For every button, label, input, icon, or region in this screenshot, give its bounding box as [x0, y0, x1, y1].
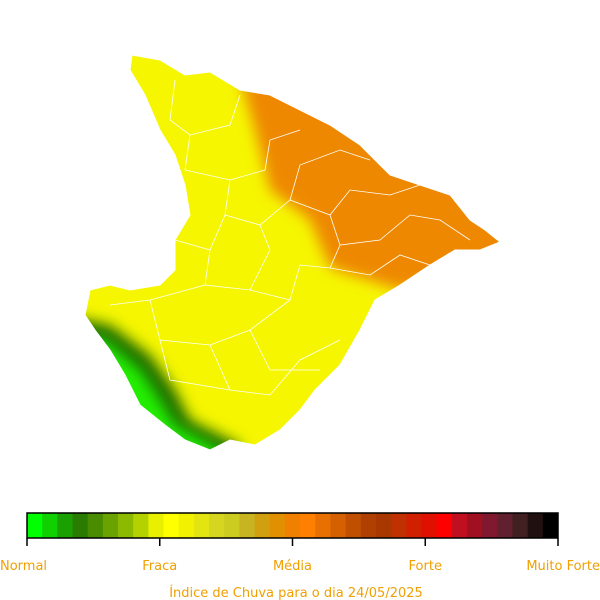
colorbar-swatch [42, 513, 58, 538]
colorbar-swatch [193, 513, 210, 538]
colorbar-swatch [284, 513, 301, 538]
municipality-borders [109, 79, 471, 396]
colorbar-swatch [497, 513, 513, 538]
colorbar-swatch [239, 513, 256, 538]
rain-map [85, 55, 500, 450]
colorbar-swatch [254, 513, 271, 538]
colorbar-swatch [118, 513, 134, 538]
colorbar-swatch [345, 513, 362, 538]
colorbar-swatch [527, 513, 544, 538]
colorbar-swatch [27, 513, 43, 538]
colorbar-swatch [451, 513, 468, 538]
colorbar-label: Muito Forte [526, 559, 600, 574]
colorbar-swatch [375, 513, 392, 538]
colorbar-swatch [330, 513, 347, 538]
colorbar-swatch [87, 513, 104, 538]
colorbar-swatch [542, 513, 559, 538]
colorbar-swatch [421, 513, 438, 538]
colorbar-swatch [72, 513, 89, 538]
colorbar-swatch [436, 513, 453, 538]
zone-weak [85, 55, 500, 450]
colorbar-label: Forte [409, 559, 442, 574]
colorbar-swatch [57, 513, 74, 538]
colorbar-swatch [178, 513, 195, 538]
colorbar-swatch [406, 513, 422, 538]
colorbar-swatch [391, 513, 407, 538]
colorbar-label: Normal [0, 559, 47, 574]
colorbar-swatch [148, 513, 165, 538]
colorbar-swatch [224, 513, 240, 538]
colorbar-swatch [269, 513, 286, 538]
colorbar-label: Fraca [142, 559, 177, 574]
colorbar-swatch [512, 513, 529, 538]
colorbar-swatch [133, 513, 149, 538]
caption: Índice de Chuva para o dia 24/05/2025 [169, 585, 423, 600]
colorbar-swatch [315, 513, 331, 538]
colorbar-swatch [209, 513, 225, 538]
colorbar-label: Média [273, 559, 312, 574]
colorbar [27, 513, 559, 538]
colorbar-swatch [482, 513, 498, 538]
colorbar-swatch [466, 513, 483, 538]
colorbar-swatch [360, 513, 377, 538]
colorbar-swatch [102, 513, 119, 538]
colorbar-swatch [300, 513, 316, 538]
colorbar-swatch [163, 513, 180, 538]
